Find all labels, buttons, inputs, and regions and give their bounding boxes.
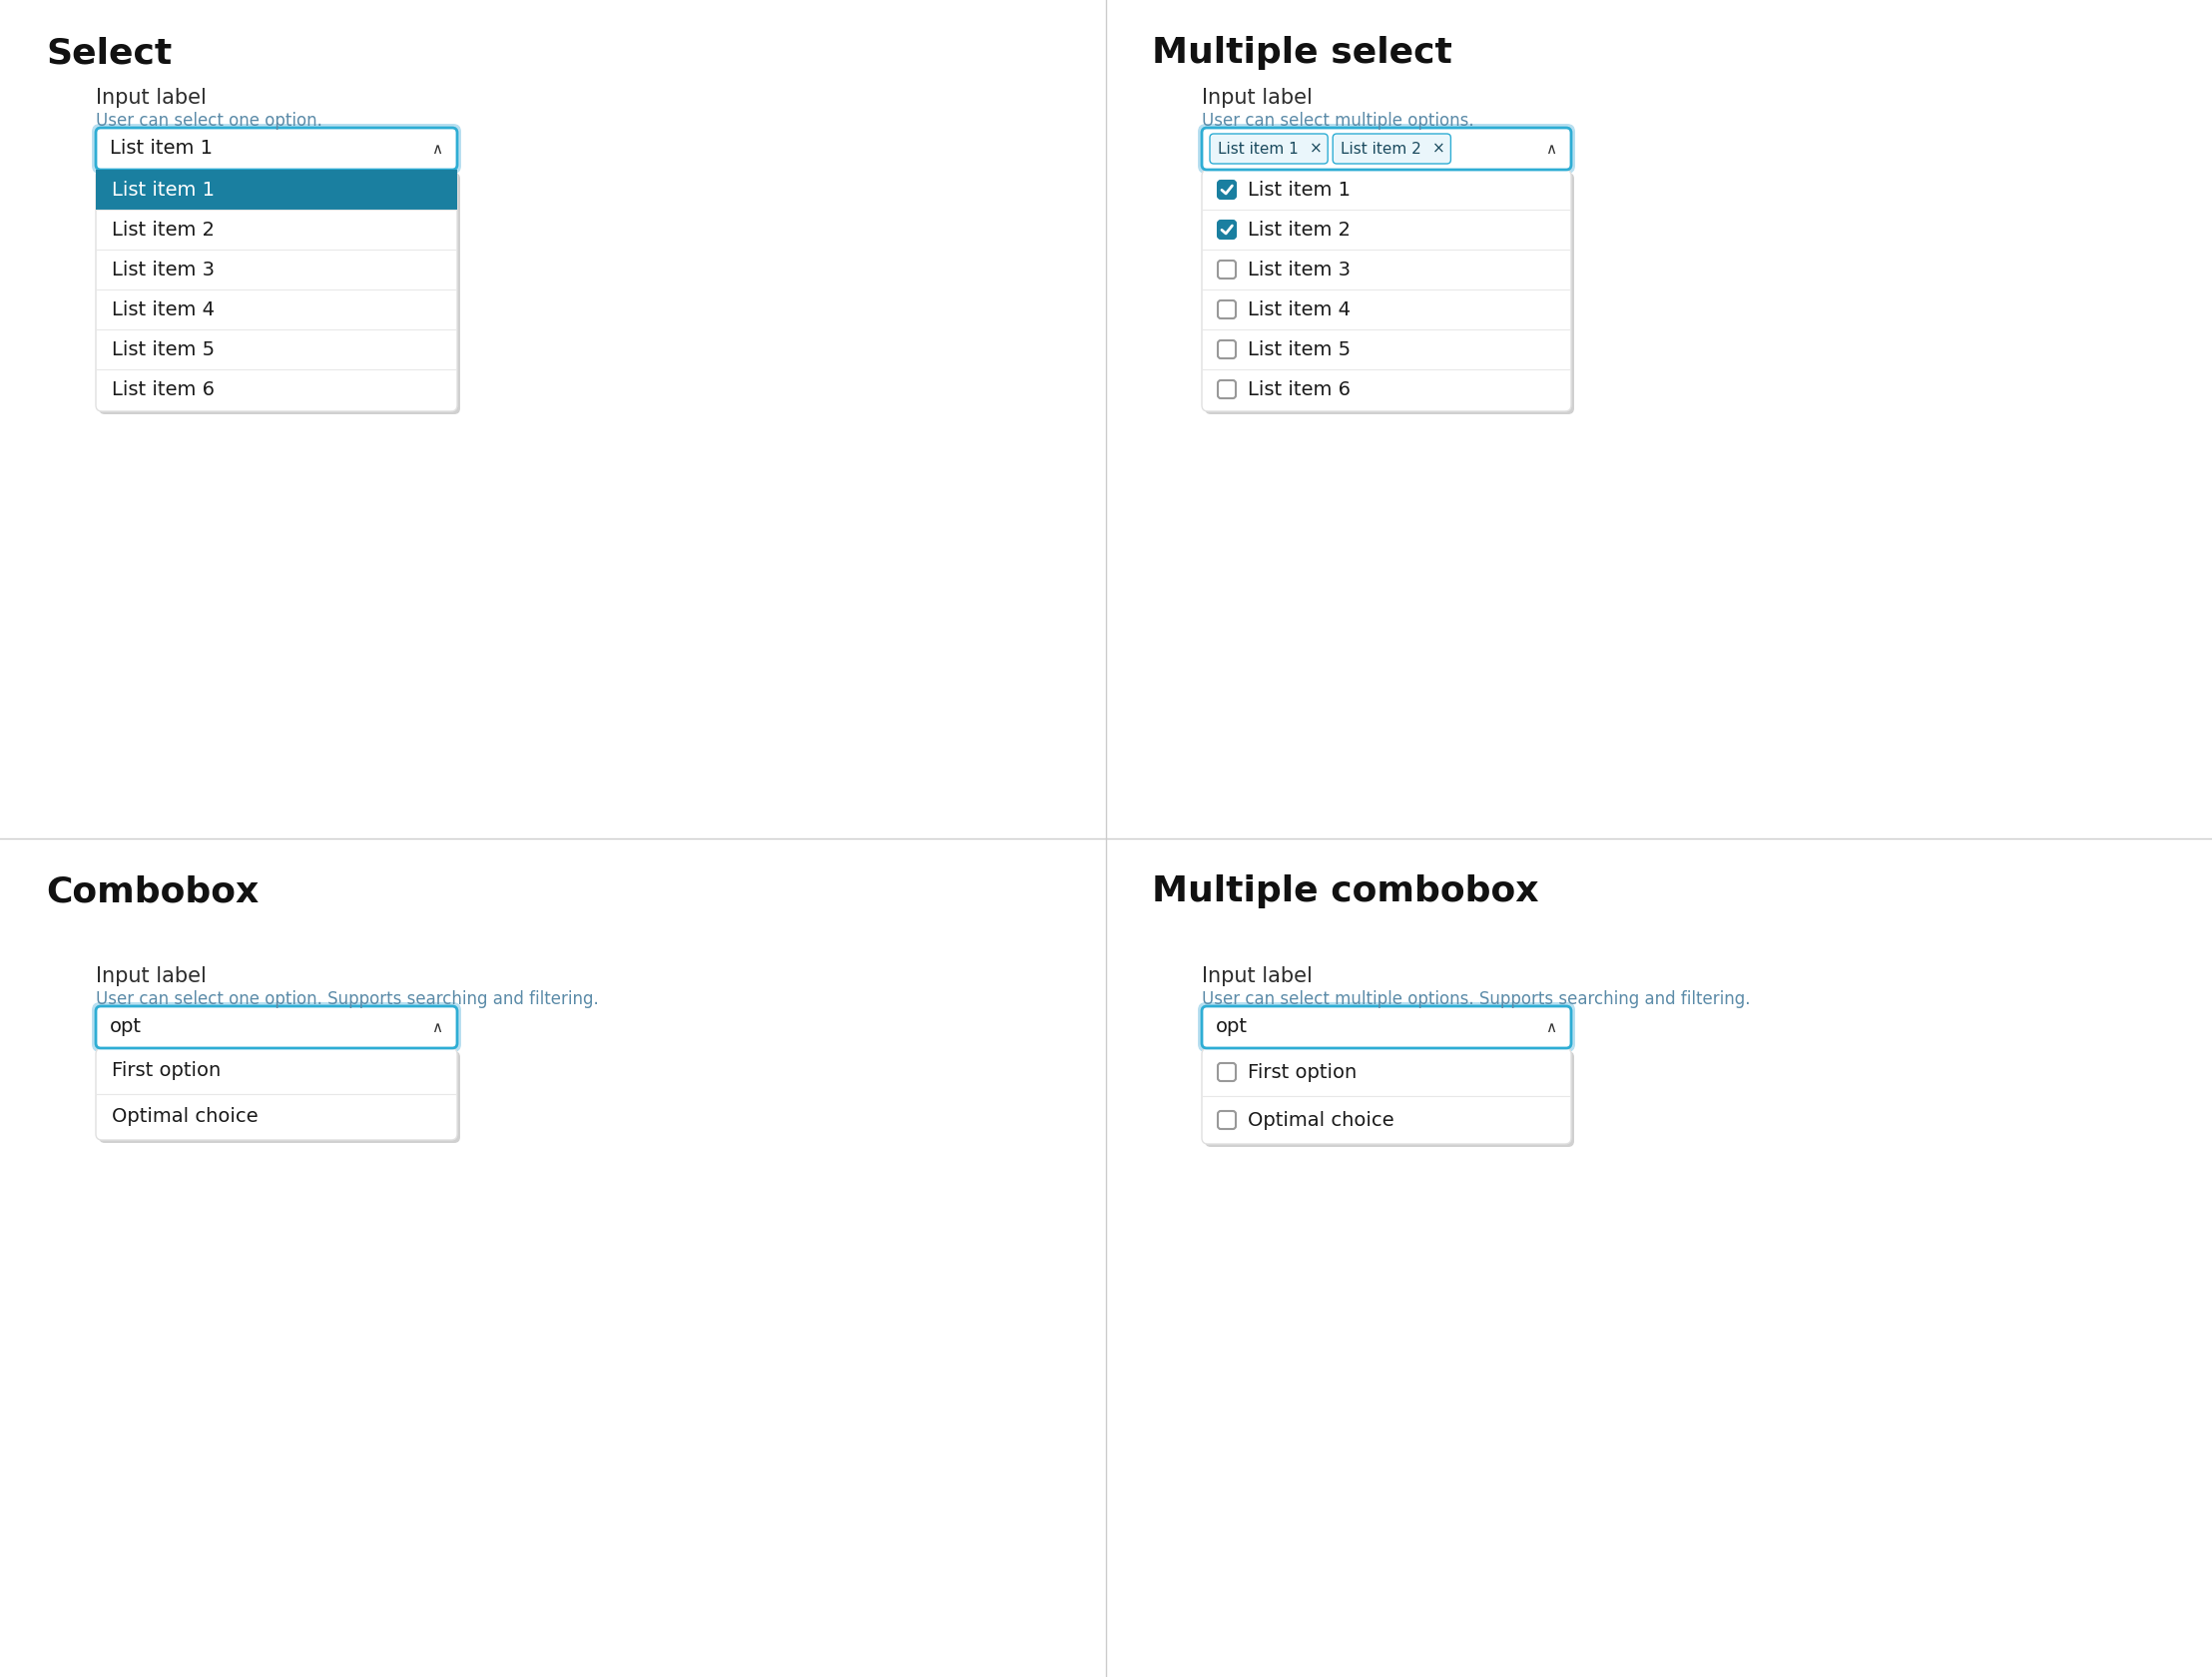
Text: List item 3: List item 3 bbox=[1248, 260, 1352, 278]
Text: List item 6: List item 6 bbox=[1248, 379, 1352, 399]
FancyBboxPatch shape bbox=[1219, 340, 1237, 359]
Text: User can select one option. Supports searching and filtering.: User can select one option. Supports sea… bbox=[95, 989, 599, 1008]
Text: Multiple combobox: Multiple combobox bbox=[1152, 874, 1540, 909]
FancyBboxPatch shape bbox=[1206, 1051, 1575, 1147]
Text: Input label: Input label bbox=[95, 966, 206, 986]
FancyBboxPatch shape bbox=[1201, 1006, 1571, 1048]
Text: List item 2: List item 2 bbox=[1340, 141, 1422, 156]
Text: List item 5: List item 5 bbox=[1248, 340, 1352, 359]
Text: List item 2: List item 2 bbox=[113, 220, 215, 240]
FancyBboxPatch shape bbox=[95, 1006, 458, 1048]
Text: Input label: Input label bbox=[1201, 966, 1312, 986]
Text: List item 5: List item 5 bbox=[113, 340, 215, 359]
Text: Optimal choice: Optimal choice bbox=[113, 1107, 259, 1127]
FancyBboxPatch shape bbox=[1219, 181, 1237, 198]
Text: ×: × bbox=[1310, 141, 1323, 156]
Text: List item 1: List item 1 bbox=[1248, 179, 1352, 200]
Text: List item 2: List item 2 bbox=[1248, 220, 1352, 240]
Text: ×: × bbox=[1433, 141, 1444, 156]
Text: User can select multiple options. Supports searching and filtering.: User can select multiple options. Suppor… bbox=[1201, 989, 1750, 1008]
Text: Combobox: Combobox bbox=[46, 874, 259, 909]
FancyBboxPatch shape bbox=[93, 124, 460, 174]
FancyBboxPatch shape bbox=[1219, 1110, 1237, 1129]
Text: First option: First option bbox=[1248, 1063, 1356, 1082]
Text: First option: First option bbox=[113, 1062, 221, 1080]
FancyBboxPatch shape bbox=[1334, 134, 1451, 164]
FancyBboxPatch shape bbox=[1201, 169, 1571, 411]
FancyBboxPatch shape bbox=[95, 169, 458, 411]
Bar bbox=[95, 169, 458, 210]
Text: List item 1: List item 1 bbox=[1219, 141, 1298, 156]
FancyBboxPatch shape bbox=[1206, 173, 1575, 414]
Text: ∧: ∧ bbox=[431, 1020, 442, 1035]
FancyBboxPatch shape bbox=[1219, 260, 1237, 278]
Text: List item 1: List item 1 bbox=[113, 179, 215, 200]
Bar bbox=[1106, 838, 2212, 1677]
Bar bbox=[0, 0, 1106, 838]
Text: ∧: ∧ bbox=[431, 141, 442, 156]
Text: Multiple select: Multiple select bbox=[1152, 35, 1453, 70]
Text: List item 3: List item 3 bbox=[113, 260, 215, 278]
FancyBboxPatch shape bbox=[100, 1051, 460, 1144]
FancyBboxPatch shape bbox=[1201, 1048, 1571, 1144]
FancyBboxPatch shape bbox=[1199, 1003, 1575, 1051]
Text: User can select multiple options.: User can select multiple options. bbox=[1201, 112, 1473, 129]
Text: Optimal choice: Optimal choice bbox=[1248, 1110, 1394, 1130]
FancyBboxPatch shape bbox=[1219, 381, 1237, 397]
FancyBboxPatch shape bbox=[100, 173, 460, 414]
Text: opt: opt bbox=[111, 1016, 142, 1036]
FancyBboxPatch shape bbox=[1201, 127, 1571, 169]
Text: List item 6: List item 6 bbox=[113, 379, 215, 399]
FancyBboxPatch shape bbox=[93, 1003, 460, 1051]
Text: User can select one option.: User can select one option. bbox=[95, 112, 323, 129]
FancyBboxPatch shape bbox=[1199, 124, 1575, 174]
Text: ∧: ∧ bbox=[1546, 1020, 1557, 1035]
FancyBboxPatch shape bbox=[95, 127, 458, 169]
Text: List item 4: List item 4 bbox=[113, 300, 215, 319]
Bar bbox=[1106, 0, 2212, 838]
Text: Input label: Input label bbox=[95, 87, 206, 107]
Text: List item 1: List item 1 bbox=[111, 138, 212, 158]
Text: opt: opt bbox=[1217, 1016, 1248, 1036]
FancyBboxPatch shape bbox=[1219, 300, 1237, 319]
Text: ∧: ∧ bbox=[1546, 141, 1557, 156]
Bar bbox=[0, 838, 1106, 1677]
Text: List item 4: List item 4 bbox=[1248, 300, 1352, 319]
FancyBboxPatch shape bbox=[1219, 1063, 1237, 1082]
Text: Input label: Input label bbox=[1201, 87, 1312, 107]
FancyBboxPatch shape bbox=[95, 1048, 458, 1140]
Text: Select: Select bbox=[46, 35, 173, 70]
FancyBboxPatch shape bbox=[1210, 134, 1327, 164]
FancyBboxPatch shape bbox=[1219, 221, 1237, 238]
